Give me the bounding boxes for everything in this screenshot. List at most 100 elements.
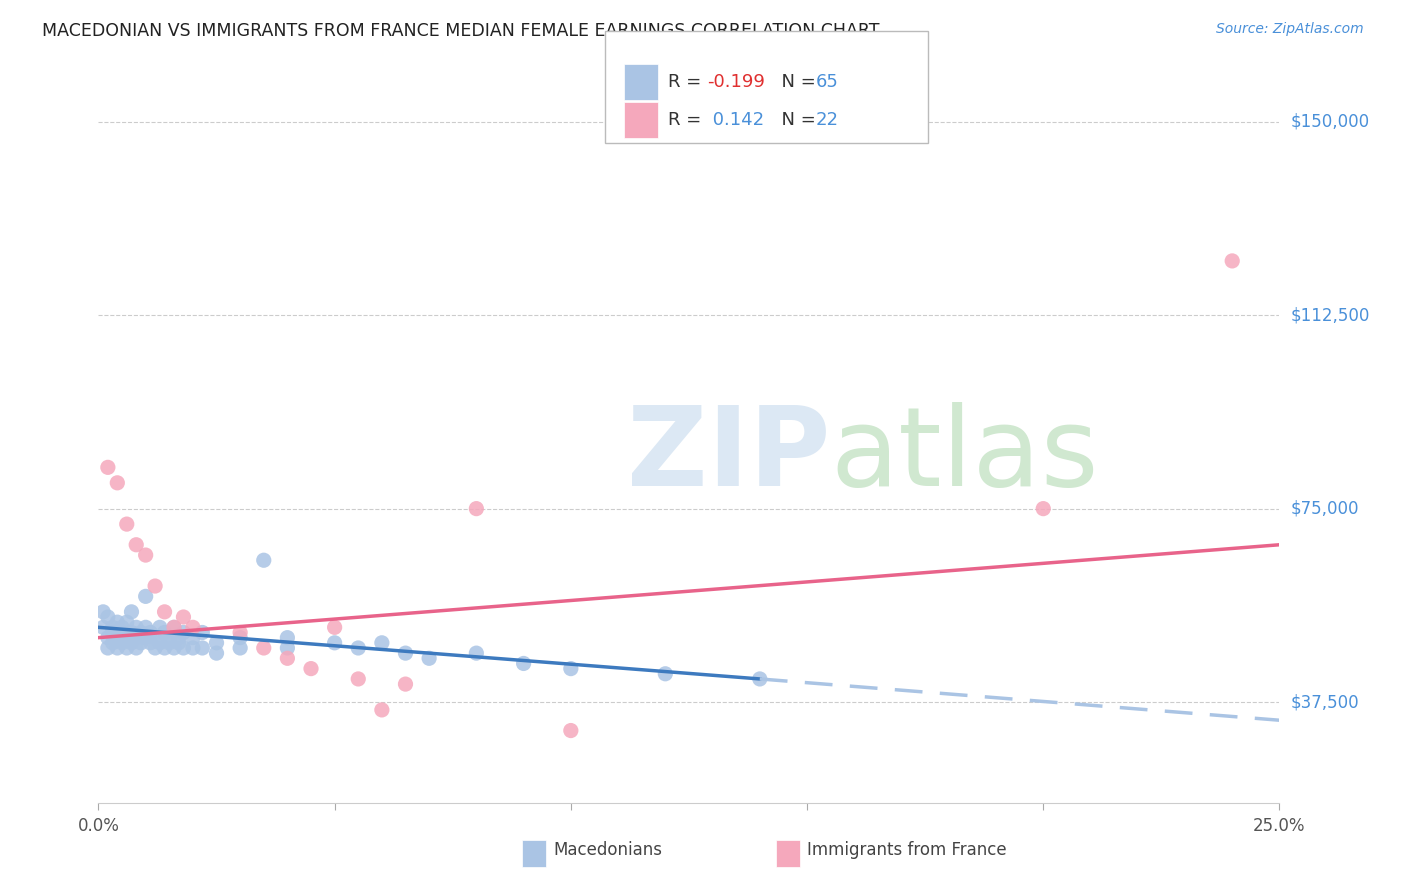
Text: 0.142: 0.142	[707, 111, 765, 128]
Point	[115, 517, 138, 532]
Text: 22: 22	[815, 111, 838, 128]
Text: $150,000: $150,000	[1291, 112, 1369, 130]
Point	[181, 640, 204, 655]
Point	[149, 620, 172, 634]
Point	[276, 631, 298, 645]
Text: 65: 65	[815, 73, 838, 91]
Point	[167, 636, 190, 650]
Point	[560, 662, 582, 676]
FancyBboxPatch shape	[523, 840, 546, 867]
Point	[125, 631, 148, 645]
Point	[121, 625, 143, 640]
Point	[157, 636, 180, 650]
Point	[105, 631, 128, 645]
Point	[125, 538, 148, 552]
Point	[101, 625, 124, 640]
Point	[654, 666, 676, 681]
Point	[229, 631, 252, 645]
Point	[135, 548, 157, 562]
Point	[153, 625, 176, 640]
Point	[229, 625, 252, 640]
Point	[205, 636, 228, 650]
Point	[748, 672, 770, 686]
Point	[465, 646, 488, 660]
Point	[347, 672, 370, 686]
Point	[91, 620, 114, 634]
Point	[172, 640, 194, 655]
Point	[143, 640, 166, 655]
Point	[97, 610, 120, 624]
Point	[135, 620, 157, 634]
Point	[115, 631, 138, 645]
Text: atlas: atlas	[831, 402, 1099, 509]
Text: N =: N =	[770, 73, 823, 91]
Point	[91, 605, 114, 619]
Point	[115, 615, 138, 630]
Point	[163, 640, 186, 655]
Point	[299, 662, 322, 676]
Point	[97, 460, 120, 475]
Text: Source: ZipAtlas.com: Source: ZipAtlas.com	[1216, 22, 1364, 37]
Point	[512, 657, 534, 671]
Point	[97, 631, 120, 645]
Point	[172, 625, 194, 640]
Text: Macedonians: Macedonians	[553, 841, 662, 859]
Point	[253, 553, 276, 567]
Point	[205, 646, 228, 660]
Point	[129, 625, 152, 640]
Point	[105, 640, 128, 655]
Point	[347, 640, 370, 655]
Point	[1032, 501, 1054, 516]
Point	[394, 677, 416, 691]
Point	[181, 631, 204, 645]
Point	[111, 636, 134, 650]
Point	[111, 620, 134, 634]
Point	[135, 590, 157, 604]
Point	[111, 625, 134, 640]
Point	[323, 620, 346, 634]
Point	[101, 620, 124, 634]
Point	[191, 625, 214, 640]
Point	[560, 723, 582, 738]
Text: ZIP: ZIP	[627, 402, 831, 509]
Point	[1220, 253, 1243, 268]
Point	[418, 651, 440, 665]
Point	[101, 636, 124, 650]
Point	[125, 620, 148, 634]
Text: $75,000: $75,000	[1291, 500, 1360, 517]
Point	[139, 636, 162, 650]
Point	[143, 631, 166, 645]
Text: $37,500: $37,500	[1291, 693, 1360, 711]
Point	[163, 620, 186, 634]
Point	[163, 620, 186, 634]
Point	[105, 615, 128, 630]
Point	[191, 640, 214, 655]
Text: MACEDONIAN VS IMMIGRANTS FROM FRANCE MEDIAN FEMALE EARNINGS CORRELATION CHART: MACEDONIAN VS IMMIGRANTS FROM FRANCE MED…	[42, 22, 880, 40]
Text: N =: N =	[770, 111, 823, 128]
Point	[394, 646, 416, 660]
Point	[167, 631, 190, 645]
Point	[371, 703, 394, 717]
Point	[135, 631, 157, 645]
Text: -0.199: -0.199	[707, 73, 765, 91]
Point	[181, 620, 204, 634]
Point	[157, 631, 180, 645]
Point	[129, 636, 152, 650]
Point	[115, 640, 138, 655]
Text: Immigrants from France: Immigrants from France	[807, 841, 1007, 859]
Point	[139, 625, 162, 640]
Point	[172, 610, 194, 624]
FancyBboxPatch shape	[776, 840, 800, 867]
Point	[253, 640, 276, 655]
Point	[153, 605, 176, 619]
Point	[143, 579, 166, 593]
Point	[149, 636, 172, 650]
Point	[229, 640, 252, 655]
Point	[371, 636, 394, 650]
Text: R =: R =	[668, 73, 707, 91]
Point	[121, 636, 143, 650]
Point	[153, 640, 176, 655]
Point	[105, 475, 128, 490]
Point	[465, 501, 488, 516]
Text: R =: R =	[668, 111, 707, 128]
